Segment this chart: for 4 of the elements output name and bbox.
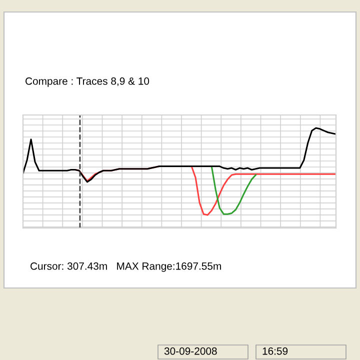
text: 16:59 — [262, 347, 288, 355]
chart-title: Compare : Traces 8,9 & 10 — [26, 77, 150, 87]
text: Cursor: 307.43m MAX Range:1697.55m — [30, 262, 221, 272]
text: 30-09-2008 — [164, 347, 217, 355]
